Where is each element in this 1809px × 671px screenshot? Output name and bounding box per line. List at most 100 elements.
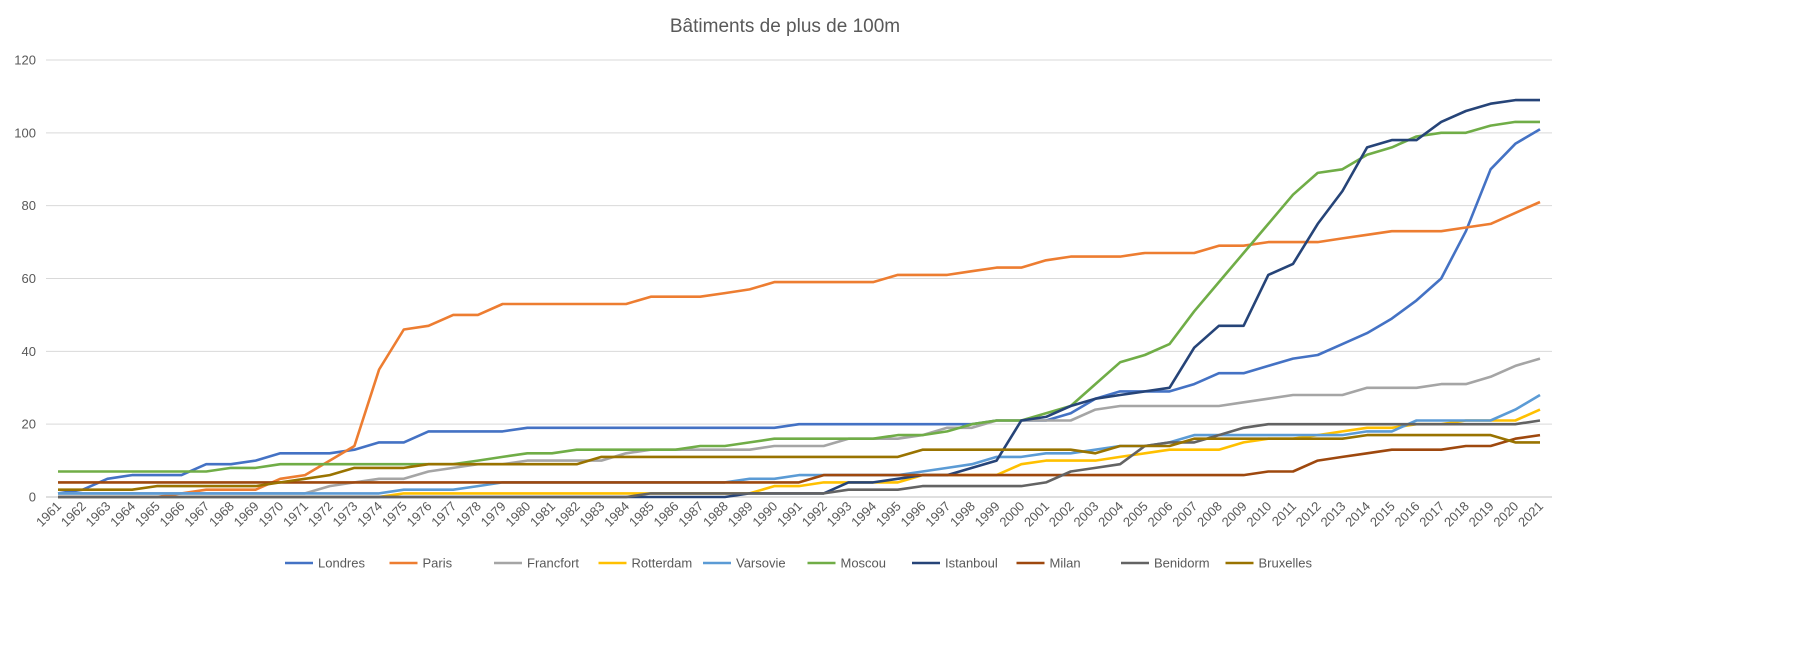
series-lines: [57, 98, 1541, 499]
y-tick-label: 80: [22, 198, 36, 213]
y-axis-ticks: 0 20 40 60 80 100 120: [14, 53, 36, 505]
x-tick-label: 1961: [33, 499, 64, 530]
x-tick-label: 1980: [502, 499, 533, 530]
x-tick-label: 2015: [1367, 499, 1398, 530]
x-tick-label: 1987: [675, 499, 706, 530]
x-tick-label: 2004: [1095, 499, 1126, 530]
y-tick-label: 100: [14, 125, 36, 140]
x-tick-label: 1985: [626, 499, 657, 530]
y-tick-label: 40: [22, 344, 36, 359]
series-line-paris: [58, 200, 1541, 499]
legend-label: Londres: [318, 556, 365, 571]
series-line-moscou: [58, 120, 1540, 473]
x-tick-label: 1966: [157, 499, 188, 530]
x-tick-label: 1995: [873, 499, 904, 530]
x-tick-label: 1990: [749, 499, 780, 530]
x-tick-label: 1992: [799, 499, 830, 530]
x-tick-label: 1983: [576, 499, 607, 530]
x-tick-label: 1979: [478, 499, 509, 530]
x-tick-label: 1965: [132, 499, 163, 530]
series-line-benidorm: [58, 419, 1541, 499]
legend-label: Bruxelles: [1259, 556, 1313, 571]
legend-item-milan: Milan: [1016, 556, 1081, 571]
series-line-francfort: [58, 357, 1541, 495]
x-tick-label: 2003: [1070, 499, 1101, 530]
gridlines: [46, 59, 1552, 498]
x-tick-label: 2007: [1169, 499, 1200, 530]
legend-label: Moscou: [841, 556, 887, 571]
x-tick-label: 1998: [947, 499, 978, 530]
legend-item-moscou: Moscou: [807, 556, 887, 571]
series-line-varsovie: [58, 393, 1541, 495]
x-tick-label: 2008: [1194, 499, 1225, 530]
legend-item-bruxelles: Bruxelles: [1225, 556, 1313, 571]
x-tick-label: 1967: [181, 499, 212, 530]
x-tick-label: 1999: [972, 499, 1003, 530]
legend-label: Rotterdam: [632, 556, 693, 571]
x-tick-label: 1969: [231, 499, 262, 530]
legend-item-paris: Paris: [389, 556, 453, 571]
legend-label: Milan: [1050, 556, 1081, 571]
legend-label: Paris: [423, 556, 453, 571]
x-tick-label: 1964: [107, 499, 138, 530]
legend-item-benidorm: Benidorm: [1121, 556, 1210, 571]
x-tick-label: 1989: [725, 499, 756, 530]
legend-item-varsovie: Varsovie: [703, 556, 786, 571]
x-tick-label: 1974: [354, 499, 385, 530]
legend-label: Francfort: [527, 556, 579, 571]
x-tick-label: 1963: [82, 499, 113, 530]
x-tick-label: 2002: [1046, 499, 1077, 530]
y-tick-label: 0: [29, 490, 36, 505]
x-tick-label: 2017: [1416, 499, 1447, 530]
x-tick-label: 2013: [1317, 499, 1348, 530]
x-axis-ticks: 1961196219631964196519661967196819691970…: [33, 499, 1546, 530]
x-tick-label: 1978: [453, 499, 484, 530]
x-tick-label: 1968: [206, 499, 237, 530]
y-tick-label: 60: [22, 271, 36, 286]
x-tick-label: 2021: [1515, 499, 1546, 530]
x-tick-label: 1977: [428, 499, 459, 530]
x-tick-label: 2001: [1021, 499, 1052, 530]
legend: Londres Paris Francfort Rotterdam Varsovie Mo…: [285, 556, 1312, 571]
x-tick-label: 2005: [1120, 499, 1151, 530]
x-tick-label: 2018: [1441, 499, 1472, 530]
legend-label: Benidorm: [1154, 556, 1210, 571]
x-tick-label: 2019: [1466, 499, 1497, 530]
x-tick-label: 1994: [848, 499, 879, 530]
series-line-bruxelles: [58, 433, 1540, 492]
series-line-milan: [58, 433, 1541, 484]
x-tick-label: 2009: [1219, 499, 1250, 530]
x-tick-label: 1962: [58, 499, 89, 530]
x-tick-label: 2010: [1243, 499, 1274, 530]
x-tick-label: 2016: [1392, 499, 1423, 530]
legend-item-rotterdam: Rotterdam: [598, 556, 693, 571]
x-tick-label: 1976: [404, 499, 435, 530]
x-tick-label: 1970: [255, 499, 286, 530]
x-tick-label: 1975: [379, 499, 410, 530]
legend-item-istanboul: Istanboul: [912, 556, 998, 571]
x-tick-label: 1984: [601, 499, 632, 530]
x-tick-label: 1988: [700, 499, 731, 530]
legend-label: Varsovie: [736, 556, 786, 571]
x-tick-label: 1997: [922, 499, 953, 530]
x-tick-label: 2011: [1269, 499, 1299, 529]
x-tick-label: 1996: [898, 499, 929, 530]
series-line-londres: [57, 128, 1541, 495]
x-tick-label: 1986: [651, 499, 682, 530]
x-tick-label: 2006: [1145, 499, 1176, 530]
x-tick-label: 2020: [1490, 499, 1521, 530]
x-tick-label: 2012: [1293, 499, 1324, 530]
x-tick-label: 1981: [527, 499, 558, 530]
x-tick-label: 1982: [552, 499, 583, 530]
x-tick-label: 1972: [305, 499, 336, 530]
chart-title: Bâtiments de plus de 100m: [670, 16, 900, 37]
x-tick-label: 1991: [774, 499, 805, 530]
x-tick-label: 1993: [823, 499, 854, 530]
x-tick-label: 2000: [996, 499, 1027, 530]
x-tick-label: 1971: [280, 499, 311, 530]
y-tick-label: 120: [14, 53, 36, 68]
x-tick-label: 1973: [329, 499, 360, 530]
legend-item-londres: Londres: [285, 556, 365, 571]
y-tick-label: 20: [22, 417, 36, 432]
